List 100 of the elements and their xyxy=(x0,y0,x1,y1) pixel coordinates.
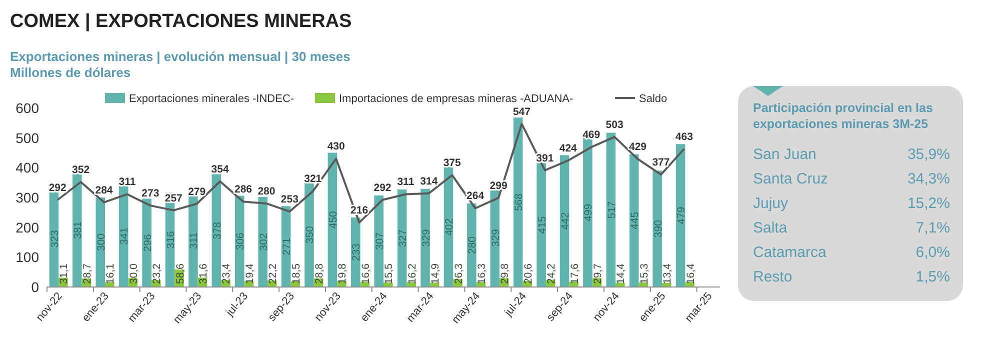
data-label: 280 xyxy=(466,236,479,254)
text: 15,2% xyxy=(907,195,950,212)
data-label: 28,7 xyxy=(81,263,94,284)
y-tick-label: 0 xyxy=(31,279,40,295)
data-label: 23,4 xyxy=(220,263,233,284)
bar xyxy=(188,194,198,287)
data-label: 469 xyxy=(582,129,600,142)
data-label: 26,3 xyxy=(452,263,465,284)
data-label: 30,0 xyxy=(128,263,140,284)
chart-title: COMEX | EXPORTACIONES MINERAS xyxy=(10,11,352,32)
data-label: 381 xyxy=(72,221,84,239)
data-label: 341 xyxy=(118,227,131,245)
text: 34,3% xyxy=(907,170,950,188)
data-label: 377 xyxy=(652,156,670,169)
data-label: 307 xyxy=(374,232,386,250)
bar xyxy=(374,195,384,287)
data-label: 445 xyxy=(629,212,642,230)
chart-subtitle: Exportaciones mineras | evolución mensual | 30 meses xyxy=(10,49,350,64)
data-label: 450 xyxy=(327,210,340,229)
bar xyxy=(616,282,625,287)
bar xyxy=(420,188,430,287)
data-label: 16,6 xyxy=(360,263,372,284)
y-tick-label: 500 xyxy=(16,130,40,146)
data-label: 352 xyxy=(72,164,90,176)
data-label: 15,3 xyxy=(638,263,650,284)
data-label: 300 xyxy=(95,233,108,252)
data-label: 321 xyxy=(304,173,322,186)
text: Participación provincial en las exportaciones mineras 3M-25 xyxy=(753,101,933,131)
data-label: 499 xyxy=(582,204,595,222)
bar xyxy=(258,196,268,287)
legend-label: Saldo xyxy=(639,93,668,105)
data-label: 375 xyxy=(443,157,462,170)
bar xyxy=(72,173,82,287)
data-label: 15,5 xyxy=(383,263,396,284)
data-label: 279 xyxy=(188,186,206,198)
data-label: 329 xyxy=(420,229,432,247)
data-label: 280 xyxy=(258,185,276,198)
data-label: 31,1 xyxy=(58,263,70,284)
data-label: 302 xyxy=(258,233,270,251)
bar xyxy=(652,170,662,287)
bar xyxy=(536,163,546,287)
data-label: 286 xyxy=(234,184,252,196)
text: 7,1% xyxy=(916,220,950,236)
bar xyxy=(629,154,639,287)
y-tick-label: 300 xyxy=(16,190,40,206)
bar xyxy=(560,155,570,287)
bar xyxy=(96,198,106,287)
data-label: 292 xyxy=(48,182,67,194)
data-label: 31,6 xyxy=(197,263,210,284)
data-label: 424 xyxy=(559,142,578,155)
data-label: 28,8 xyxy=(314,263,326,284)
legend-label: Importaciones de empresas mineras -ADUANA- xyxy=(339,93,574,105)
data-label: 19,8 xyxy=(336,263,349,284)
data-label: 20,6 xyxy=(522,263,534,284)
data-label: 327 xyxy=(397,229,410,247)
data-label: 463 xyxy=(675,130,694,143)
data-label: 22,2 xyxy=(267,263,280,284)
data-label: 13,4 xyxy=(662,263,674,284)
data-label: 58,6 xyxy=(174,263,186,284)
data-label: 253 xyxy=(280,194,299,206)
data-label: 29,8 xyxy=(499,263,512,284)
y-tick-label: 400 xyxy=(16,160,40,176)
data-label: 479 xyxy=(676,206,688,224)
data-label: 16,4 xyxy=(684,263,697,284)
data-label: 316 xyxy=(164,230,177,249)
data-label: 354 xyxy=(211,163,229,176)
bar xyxy=(606,132,616,287)
category-label: Catamarca xyxy=(753,244,828,261)
data-label: 18,5 xyxy=(290,263,302,284)
data-label: 284 xyxy=(95,184,113,196)
data-label: 292 xyxy=(374,182,392,194)
category-label: Jujuy xyxy=(753,195,789,212)
data-label: 14,9 xyxy=(430,263,442,284)
data-label: 24,2 xyxy=(546,263,558,284)
data-label: 390 xyxy=(652,220,664,238)
data-label: 233 xyxy=(350,243,363,262)
category-label: San Juan xyxy=(753,146,816,163)
data-label: 314 xyxy=(420,175,438,188)
data-label: 547 xyxy=(512,106,531,118)
data-label: 296 xyxy=(142,234,154,252)
data-label: 311 xyxy=(397,176,414,188)
y-axis-title: Millones de dólares xyxy=(10,65,131,80)
data-label: 429 xyxy=(629,141,647,154)
data-label: 415 xyxy=(536,216,548,234)
data-label: 311 xyxy=(118,176,136,188)
bar xyxy=(234,196,244,287)
y-tick-label: 100 xyxy=(16,249,40,266)
text: 1,5% xyxy=(916,268,950,286)
data-label: 29,7 xyxy=(592,263,604,284)
data-label: 306 xyxy=(234,232,247,250)
data-label: 311 xyxy=(188,232,200,249)
data-label: 271 xyxy=(281,238,294,256)
data-label: 17,6 xyxy=(568,263,581,284)
text: 35,9% xyxy=(907,146,950,163)
data-label: 273 xyxy=(142,188,160,200)
bar xyxy=(583,138,592,287)
data-label: 16,1 xyxy=(104,263,117,284)
data-label: 329 xyxy=(490,229,502,247)
bar xyxy=(304,182,314,287)
data-label: 323 xyxy=(48,230,61,248)
